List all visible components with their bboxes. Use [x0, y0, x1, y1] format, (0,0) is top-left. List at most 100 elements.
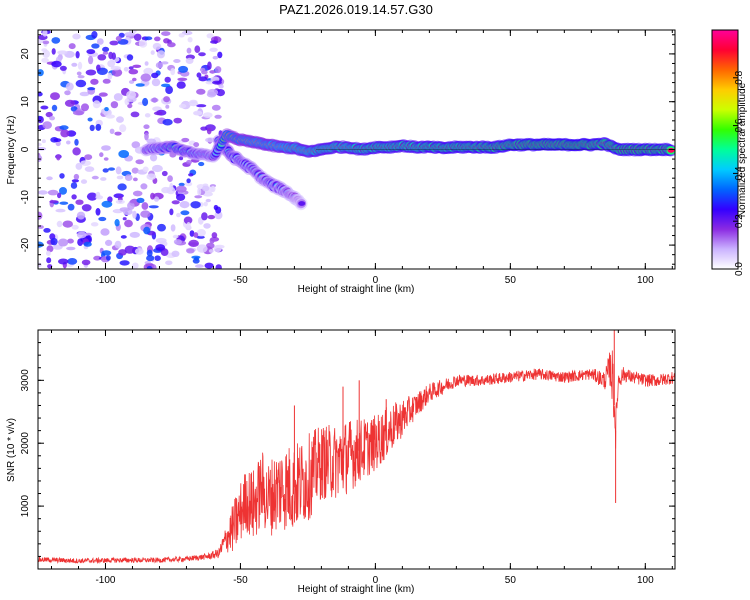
spectrogram-noise-cell	[213, 204, 219, 211]
spectrogram-noise-cell	[75, 162, 83, 170]
spectrogram-noise-cell	[161, 31, 171, 36]
spectrogram-noise-cell	[67, 238, 74, 244]
spectrogram-noise-cell	[99, 152, 104, 158]
spectrogram-noise-cell	[100, 177, 107, 181]
spectrogram-noise-cell	[203, 112, 213, 118]
spectrogram-noise-cell	[38, 262, 42, 268]
snr-y-ticks: 1000 2000 3000	[20, 329, 675, 570]
spectrogram-noise-cell	[213, 245, 222, 253]
spectrogram-noise-cell	[114, 131, 122, 136]
spectrogram-noise-cell	[133, 33, 142, 41]
spectrogram-noise-cell	[91, 43, 100, 49]
spectrogram-x-tick-label: -100	[95, 275, 115, 286]
spectrogram-noise-cell	[214, 211, 223, 220]
spectrogram-noise-cell	[161, 83, 171, 88]
spectrogram-noise-cell	[204, 262, 214, 269]
spectrogram-noise-cell	[118, 150, 130, 158]
spectrogram-noise-cell	[105, 239, 113, 246]
spectrogram-noise-cell	[205, 198, 211, 203]
spectrogram-noise-cell	[80, 179, 88, 184]
spectrogram-noise-cell	[49, 116, 55, 121]
spectrogram-noise-cell	[202, 191, 213, 197]
spectrogram-noise-cell	[124, 98, 130, 106]
spectrogram-noise-cell	[56, 220, 63, 228]
spectrogram-noise-cell	[175, 185, 187, 193]
spectrogram-noise-cell	[71, 179, 79, 183]
spectrogram-noise-cell	[41, 48, 48, 52]
spectrogram-noise-cell	[186, 47, 192, 54]
spectrogram-noise-cell	[57, 50, 68, 55]
spectrogram-noise-cell	[155, 62, 164, 69]
spectrogram-noise-cell	[135, 159, 144, 165]
colorbar-frame	[711, 29, 739, 270]
spectrogram-noise-cell	[154, 36, 161, 42]
spectrogram-noise-cell	[87, 117, 93, 122]
spectrogram-noise-cell	[77, 75, 85, 79]
spectrogram-noise-cell	[169, 182, 174, 191]
spectrogram-noise-cell	[173, 117, 182, 124]
spectrogram-noise-cell	[169, 208, 174, 216]
snr-x-axis-label: Height of straight line (km)	[298, 584, 415, 595]
snr-panel: -100 -50 0 50 100 1000 2000 3000 Height of str…	[6, 329, 676, 595]
spectrogram-noise-cell	[143, 226, 151, 235]
spectrogram-noise-cell	[45, 111, 53, 118]
colorbar-ramp	[712, 30, 738, 269]
spectrogram-noise-cell	[215, 264, 222, 269]
spectrogram-x-tick-label: -50	[233, 275, 248, 286]
spectrogram-noise-cell	[124, 219, 133, 228]
spectrogram-noise-cell	[142, 97, 149, 107]
spectrogram-noise-cell	[127, 103, 133, 109]
spectrogram-noise-cell	[109, 40, 119, 46]
spectrogram-noise-cell	[75, 79, 87, 88]
spectrogram-noise-cell	[196, 235, 205, 239]
spectrogram-noise-cell	[91, 175, 99, 180]
spectrogram-noise-cell	[71, 62, 78, 67]
spectrogram-noise-cell	[58, 258, 69, 265]
spectrogram-noise-cell	[81, 259, 91, 266]
spectrogram-noise-cell	[209, 237, 215, 244]
spectrogram-noise-cell	[171, 200, 180, 205]
spectrogram-noise-cell	[59, 125, 69, 130]
spectrogram-noise-cell	[176, 81, 186, 89]
spectrogram-noise-cell	[170, 68, 176, 76]
spectrogram-noise-cell	[152, 42, 162, 50]
spectrogram-noise-cell	[189, 230, 195, 237]
snr-x-ticks: -100 -50 0 50 100	[50, 330, 673, 586]
spectrogram-noise-cell	[50, 92, 60, 100]
spectrogram-noise-cell	[210, 185, 216, 193]
spectrogram-noise-cell	[108, 51, 114, 60]
spectrogram-noise-cell	[93, 255, 102, 261]
spectrogram-noise-cell	[129, 231, 140, 238]
spectrogram-noise-cell	[81, 103, 89, 112]
snr-x-tick-label: -100	[95, 575, 115, 586]
spectrogram-noise-cell	[150, 97, 159, 103]
spectrogram-noise-cell	[70, 182, 78, 189]
spectrogram-noise-cell	[55, 140, 61, 147]
spectrogram-noise-cell	[143, 124, 150, 129]
spectrogram-noise-cell	[186, 178, 191, 184]
spectrogram-noise-cell	[161, 186, 171, 194]
spectrogram-noise-cell	[122, 217, 127, 221]
spectrogram-noise-cell	[84, 166, 95, 172]
spectrogram-noise-cell	[132, 210, 137, 219]
spectrogram-noise-cell	[92, 100, 101, 109]
spectrogram-noise-cell	[55, 208, 66, 213]
spectrogram-x-tick-label: 50	[505, 275, 517, 286]
spectrogram-noise-cell	[124, 245, 136, 254]
spectrogram-noise-cell	[79, 91, 90, 97]
spectrogram-noise-cell	[165, 260, 173, 266]
spectrogram-noise-cell	[66, 140, 71, 145]
spectrogram-noise-cell	[151, 78, 161, 87]
spectrogram-noise-cell	[118, 249, 127, 256]
spectrogram-noise-cell	[178, 33, 185, 38]
spectrogram-noise-cell	[196, 72, 202, 78]
spectrogram-noise-cell	[119, 260, 130, 266]
spectrogram-noise-cell	[119, 207, 130, 212]
spectrogram-noise-cell	[207, 61, 212, 70]
spectrogram-noise-cell	[38, 154, 43, 163]
spectrogram-noise-cell	[131, 141, 141, 149]
spectrogram-noise-cell	[51, 37, 61, 44]
spectrogram-noise-cell	[144, 113, 151, 118]
